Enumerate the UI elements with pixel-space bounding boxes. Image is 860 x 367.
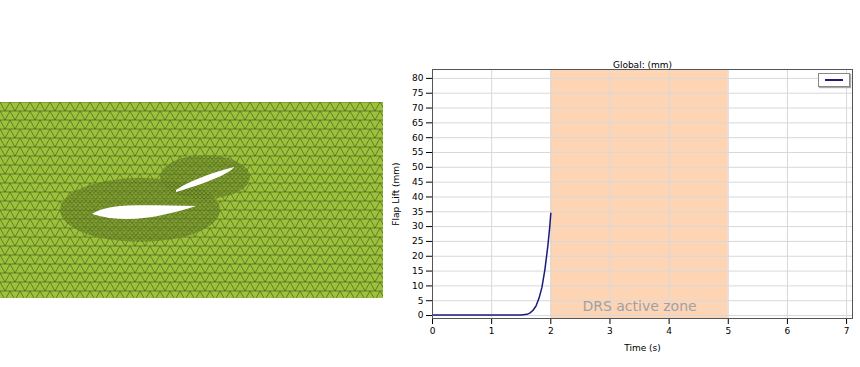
svg-text:DRS active zone: DRS active zone [582, 298, 696, 314]
svg-text:0: 0 [418, 310, 424, 320]
svg-text:4: 4 [666, 326, 672, 336]
svg-text:80: 80 [412, 73, 424, 83]
svg-text:50: 50 [412, 162, 424, 172]
svg-text:Time (s): Time (s) [623, 343, 661, 353]
svg-text:5: 5 [418, 296, 424, 306]
svg-text:20: 20 [412, 251, 424, 261]
svg-text:Global: (mm): Global: (mm) [613, 60, 672, 70]
svg-text:0: 0 [430, 326, 436, 336]
svg-text:30: 30 [412, 221, 424, 231]
svg-text:25: 25 [412, 236, 423, 246]
svg-text:3: 3 [607, 326, 613, 336]
svg-text:65: 65 [412, 118, 423, 128]
svg-text:10: 10 [412, 281, 424, 291]
svg-text:45: 45 [412, 177, 423, 187]
svg-text:55: 55 [412, 147, 423, 157]
svg-text:7: 7 [844, 326, 850, 336]
svg-text:15: 15 [412, 266, 423, 276]
svg-text:75: 75 [412, 88, 423, 98]
svg-text:5: 5 [725, 326, 731, 336]
svg-text:35: 35 [412, 207, 423, 217]
svg-text:1: 1 [489, 326, 495, 336]
svg-text:40: 40 [412, 192, 424, 202]
svg-text:2: 2 [548, 326, 554, 336]
svg-text:60: 60 [412, 133, 424, 143]
svg-text:Flap Lift (mm): Flap Lift (mm) [391, 162, 401, 225]
svg-text:6: 6 [785, 326, 791, 336]
svg-text:70: 70 [412, 103, 424, 113]
